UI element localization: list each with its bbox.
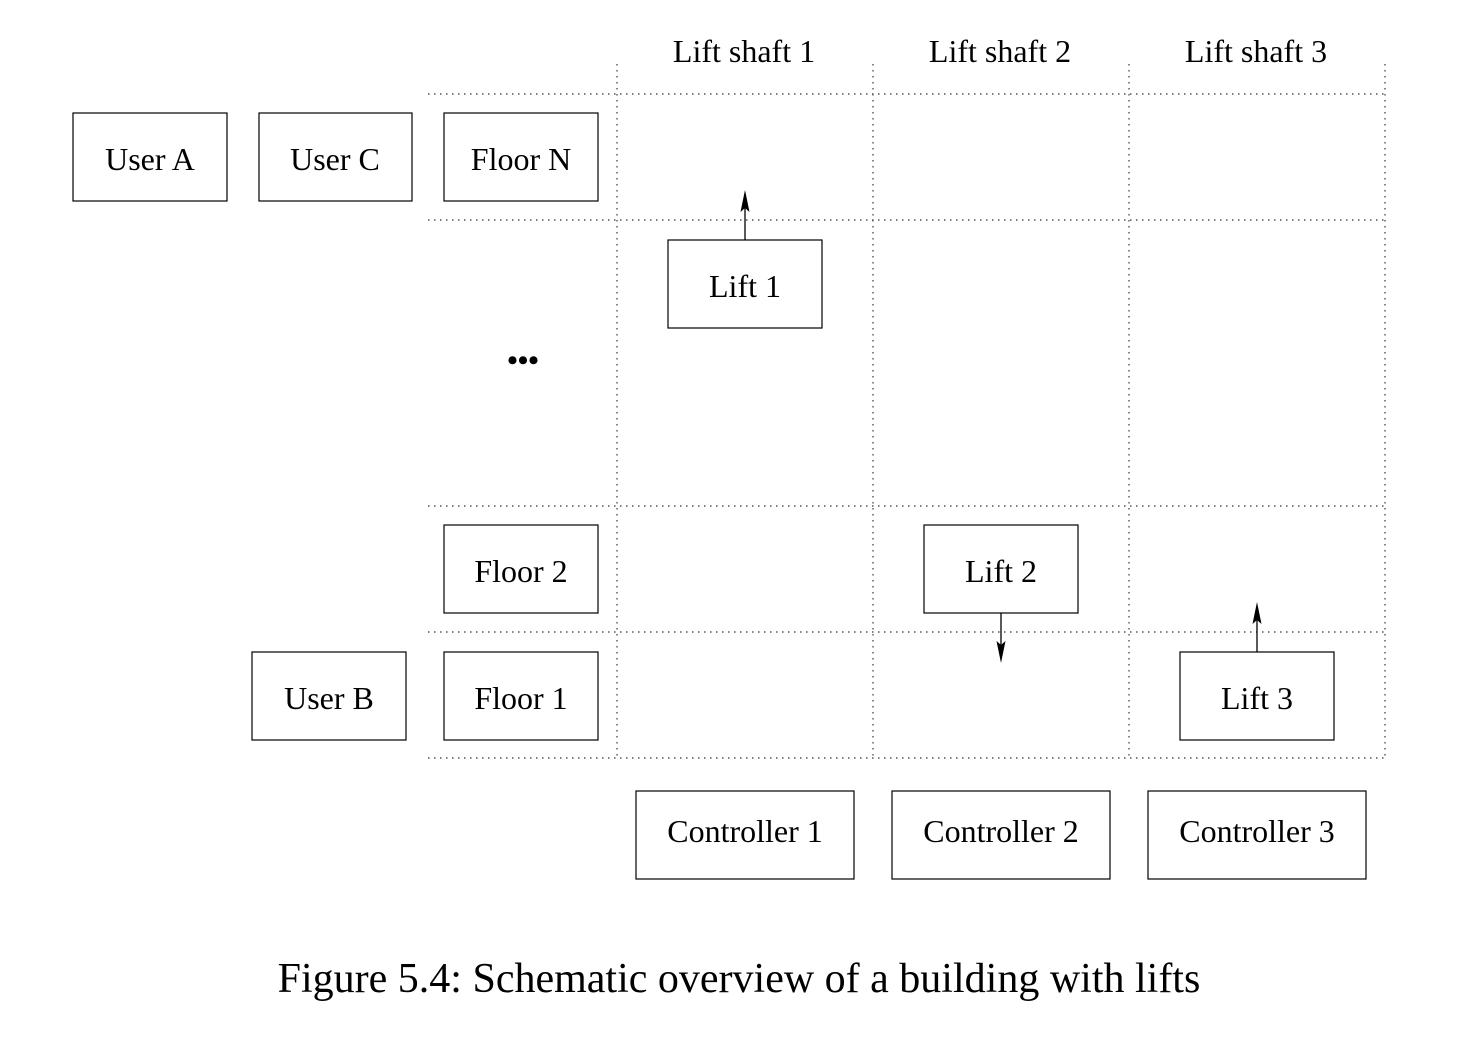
user-c-box: User C (258, 112, 413, 202)
floor-2-box: Floor 2 (443, 524, 599, 614)
user-c-label: User C (290, 141, 380, 177)
floor-n-label: Floor N (471, 141, 571, 177)
floor-ellipsis: ••• (507, 344, 539, 377)
floor-n-box: Floor N (443, 112, 599, 202)
shaft-label-1: Lift shaft 1 (673, 33, 815, 69)
lift-1-label: Lift 1 (709, 268, 781, 304)
user-b-box: User B (251, 651, 407, 741)
lift-3-box: Lift 3 (1179, 651, 1335, 741)
controller-3-label: Controller 3 (1179, 813, 1335, 849)
user-a-label: User A (105, 141, 195, 177)
controller-3-box: Controller 3 (1147, 790, 1367, 880)
lift-building-diagram: Lift shaft 1 Lift shaft 2 Lift shaft 3 U… (72, 33, 1386, 880)
lift-3-up-arrow (1252, 602, 1262, 652)
controller-1-box: Controller 1 (635, 790, 855, 880)
lift-1-box: Lift 1 (667, 239, 823, 329)
controller-1-label: Controller 1 (667, 813, 823, 849)
lift-2-box: Lift 2 (923, 524, 1079, 614)
lift-3-label: Lift 3 (1221, 680, 1293, 716)
user-a-box: User A (72, 112, 228, 202)
shaft-label-2: Lift shaft 2 (929, 33, 1071, 69)
lift-1-up-arrow (740, 190, 750, 240)
floor-1-label: Floor 1 (474, 680, 567, 716)
controller-2-label: Controller 2 (923, 813, 1079, 849)
floor-2-label: Floor 2 (474, 553, 567, 589)
lift-2-label: Lift 2 (965, 553, 1037, 589)
floor-grid-lines (428, 64, 1386, 759)
lift-2-down-arrow (996, 613, 1006, 663)
figure-caption: Figure 5.4: Schematic overview of a buil… (277, 956, 1201, 1002)
floor-1-box: Floor 1 (443, 651, 599, 741)
user-b-label: User B (284, 680, 374, 716)
controller-2-box: Controller 2 (891, 790, 1111, 880)
shaft-label-3: Lift shaft 3 (1185, 33, 1327, 69)
